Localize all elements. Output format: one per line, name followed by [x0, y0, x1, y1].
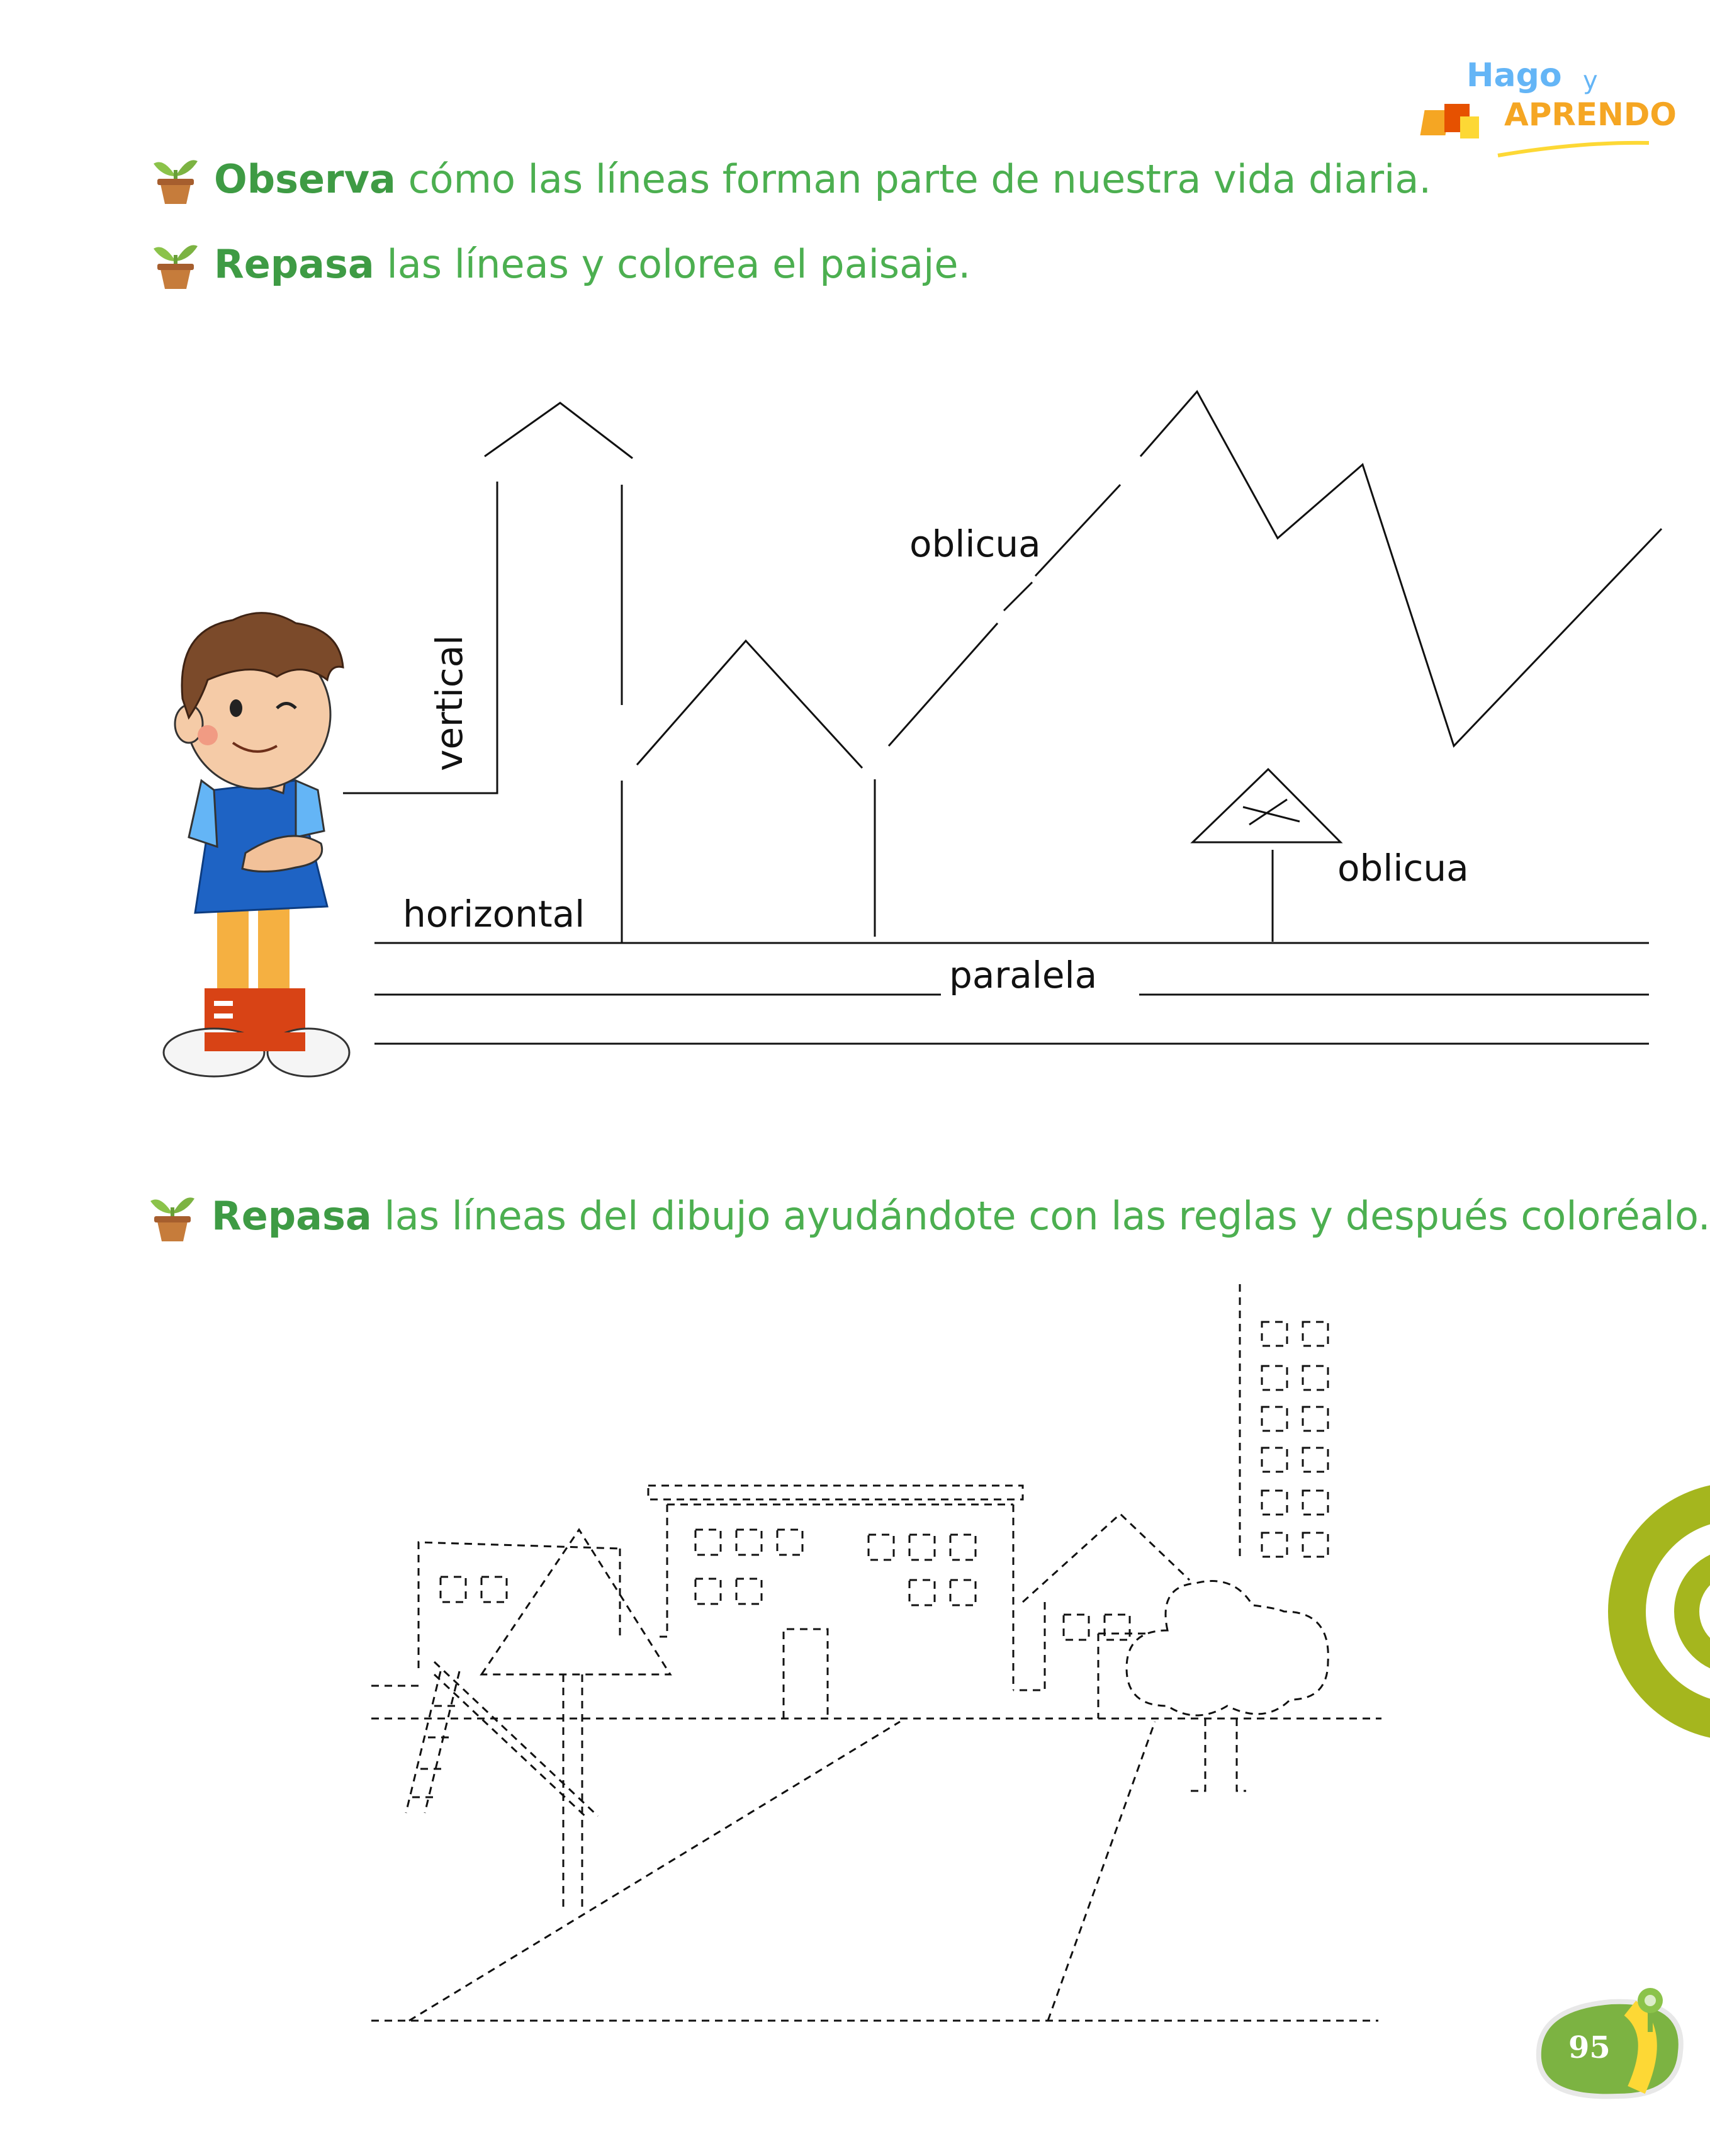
plant-icon [150, 1197, 194, 1241]
plant-icon [154, 245, 198, 289]
instruction-3-text: las líneas del dibujo ayudándote con las… [371, 1193, 1710, 1239]
instruction-3-verb: Repasa [211, 1193, 372, 1239]
label-oblicua-top: oblicua [909, 522, 1041, 565]
label-horizontal: horizontal [403, 893, 585, 935]
label-oblicua-sign: oblicua [1337, 847, 1469, 889]
instruction-2-text: las líneas y colorea el paisaje. [374, 241, 971, 287]
instruction-3: Repasa las líneas del dibujo ayudándote … [211, 1193, 1710, 1239]
page-number: 95 [1568, 2030, 1611, 2065]
instruction-1-verb: Observa [214, 156, 396, 202]
instruction-2-verb: Repasa [214, 241, 374, 287]
instruction-1: Observa cómo las líneas forman parte de … [214, 156, 1431, 202]
logo: Hago y APRENDO [1416, 54, 1677, 167]
logo-swoosh [1497, 140, 1650, 157]
label-paralela: paralela [949, 954, 1098, 996]
label-vertical: vertical [428, 635, 471, 771]
logo-line2: y [1583, 66, 1598, 95]
plant-icon [154, 160, 198, 204]
logo-line1: Hago [1466, 57, 1562, 94]
instruction-1-text: cómo las líneas forman parte de nuestra … [395, 156, 1432, 202]
instruction-2: Repasa las líneas y colorea el paisaje. [214, 241, 970, 287]
logo-line3: APRENDO [1504, 96, 1677, 133]
logo-blocks-icon [1420, 104, 1479, 142]
